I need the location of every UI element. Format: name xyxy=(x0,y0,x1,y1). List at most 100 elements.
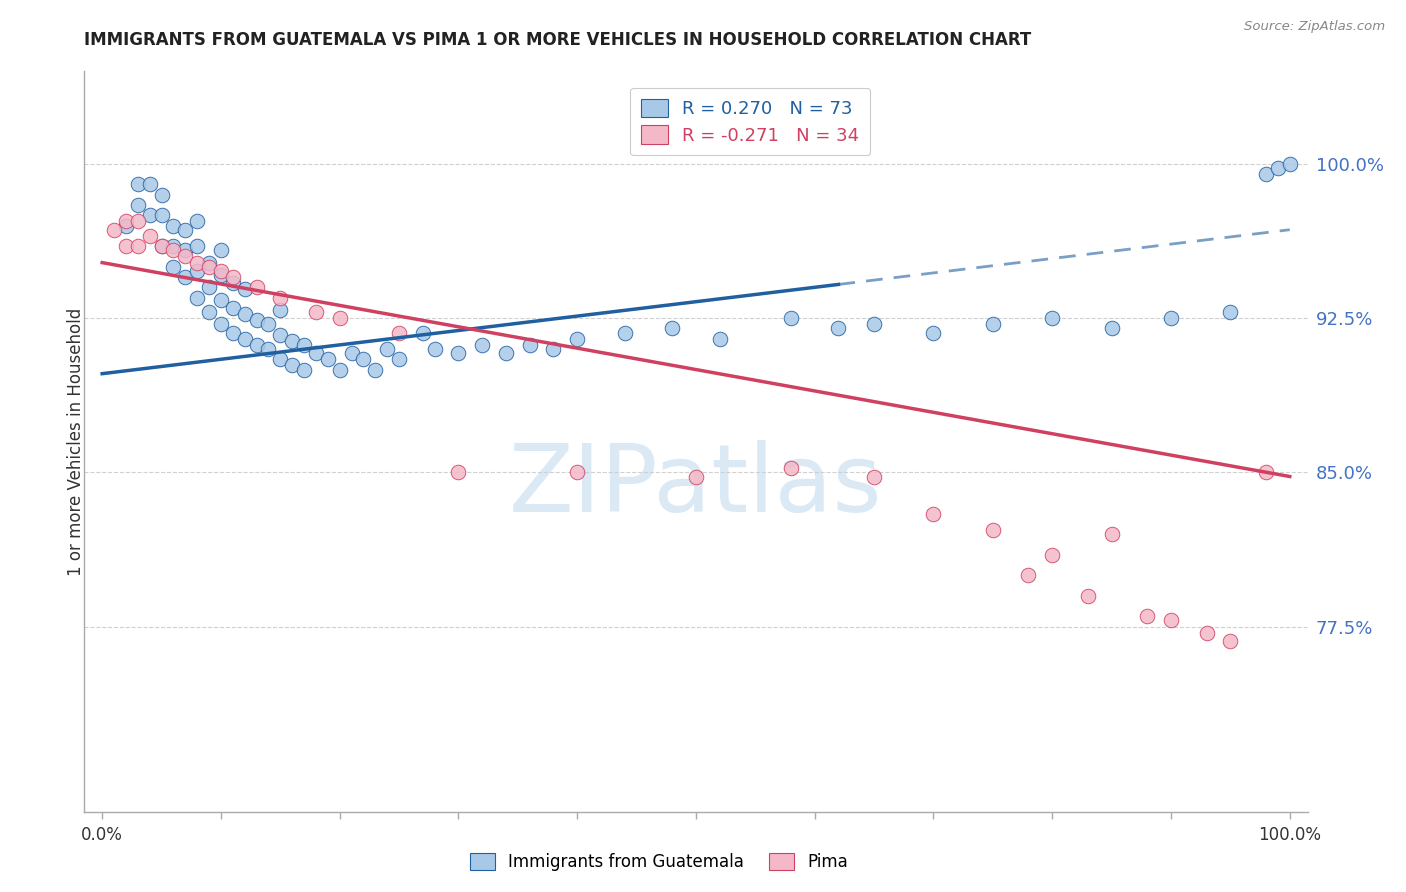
Legend: Immigrants from Guatemala, Pima: Immigrants from Guatemala, Pima xyxy=(464,846,855,878)
Text: IMMIGRANTS FROM GUATEMALA VS PIMA 1 OR MORE VEHICLES IN HOUSEHOLD CORRELATION CH: IMMIGRANTS FROM GUATEMALA VS PIMA 1 OR M… xyxy=(84,31,1032,49)
Point xyxy=(1018,568,1040,582)
Point xyxy=(863,318,886,332)
Point xyxy=(162,219,184,233)
Point xyxy=(186,264,208,278)
Point xyxy=(567,466,589,480)
Point xyxy=(1077,589,1099,603)
Point xyxy=(981,318,1004,332)
Point xyxy=(257,318,280,332)
Point xyxy=(412,326,434,340)
Point xyxy=(447,346,470,360)
Point xyxy=(661,321,683,335)
Point xyxy=(1195,625,1218,640)
Point xyxy=(495,346,517,360)
Text: Source: ZipAtlas.com: Source: ZipAtlas.com xyxy=(1244,20,1385,33)
Point xyxy=(471,338,494,352)
Point xyxy=(567,332,589,346)
Point xyxy=(245,313,267,327)
Point xyxy=(827,321,849,335)
Point xyxy=(138,208,160,222)
Point xyxy=(1254,466,1277,480)
Point xyxy=(329,362,352,376)
Point xyxy=(162,239,184,253)
Text: ZIPatlas: ZIPatlas xyxy=(509,440,883,532)
Point xyxy=(352,352,374,367)
Point xyxy=(138,178,160,192)
Point xyxy=(115,239,138,253)
Point xyxy=(127,178,149,192)
Point xyxy=(423,342,446,356)
Point xyxy=(209,268,232,282)
Point xyxy=(1040,548,1063,562)
Point xyxy=(127,198,149,212)
Point xyxy=(388,352,411,367)
Point xyxy=(780,311,803,326)
Point xyxy=(922,326,945,340)
Point xyxy=(281,359,304,373)
Point xyxy=(1254,167,1277,181)
Point xyxy=(115,219,138,233)
Point xyxy=(922,507,945,521)
Point xyxy=(269,327,291,342)
Point xyxy=(519,338,541,352)
Point xyxy=(1160,614,1182,628)
Point xyxy=(364,362,387,376)
Point xyxy=(1136,609,1159,624)
Point xyxy=(613,326,636,340)
Point xyxy=(305,305,328,319)
Point xyxy=(269,302,291,317)
Point xyxy=(138,228,160,243)
Point xyxy=(186,255,208,269)
Point xyxy=(150,187,173,202)
Point xyxy=(269,352,291,367)
Point xyxy=(257,342,280,356)
Point xyxy=(685,469,707,483)
Point xyxy=(375,342,398,356)
Point xyxy=(863,469,886,483)
Point xyxy=(1219,634,1241,648)
Point xyxy=(388,326,411,340)
Point xyxy=(127,239,149,253)
Point xyxy=(269,291,291,305)
Point xyxy=(162,244,184,258)
Point xyxy=(174,250,197,264)
Point xyxy=(222,276,245,290)
Point xyxy=(174,270,197,285)
Point xyxy=(1101,527,1123,541)
Point xyxy=(209,264,232,278)
Point xyxy=(543,342,565,356)
Point xyxy=(162,260,184,274)
Point xyxy=(292,338,315,352)
Point xyxy=(292,362,315,376)
Point xyxy=(198,305,221,319)
Point xyxy=(233,307,256,321)
Point xyxy=(1160,311,1182,326)
Point xyxy=(233,332,256,346)
Point xyxy=(245,338,267,352)
Point xyxy=(186,291,208,305)
Point xyxy=(174,223,197,237)
Point xyxy=(1278,157,1301,171)
Point xyxy=(174,244,197,258)
Point xyxy=(1040,311,1063,326)
Point xyxy=(233,282,256,296)
Point xyxy=(1267,161,1289,175)
Point xyxy=(150,208,173,222)
Point xyxy=(150,239,173,253)
Point xyxy=(150,239,173,253)
Point xyxy=(209,244,232,258)
Point xyxy=(115,214,138,228)
Point xyxy=(209,318,232,332)
Point xyxy=(305,346,328,360)
Point xyxy=(222,301,245,315)
Point xyxy=(103,223,125,237)
Point xyxy=(209,293,232,307)
Point xyxy=(340,346,363,360)
Point xyxy=(447,466,470,480)
Point xyxy=(780,461,803,475)
Point xyxy=(981,523,1004,537)
Point xyxy=(281,334,304,348)
Point xyxy=(709,332,731,346)
Point xyxy=(329,311,352,326)
Point xyxy=(222,270,245,285)
